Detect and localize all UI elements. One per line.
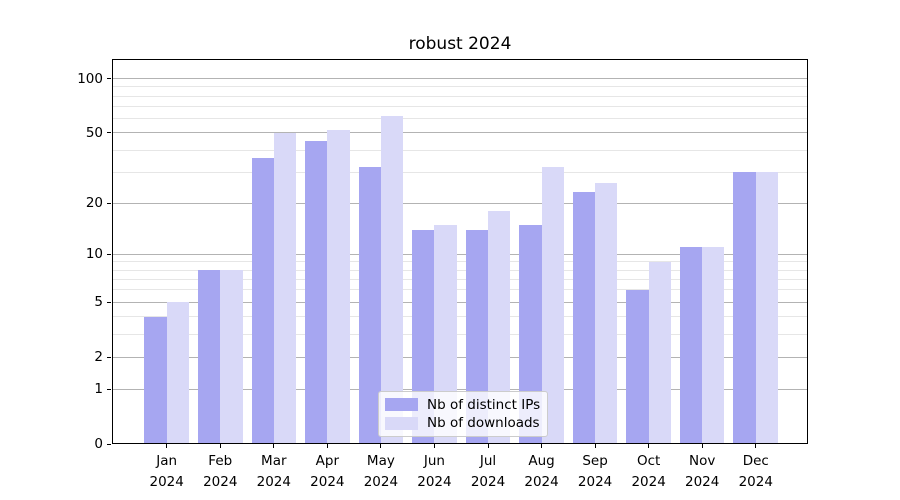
y-tick-mark [107, 132, 111, 134]
gridline-major [113, 356, 807, 358]
gridline-major [113, 388, 807, 390]
x-tick-label: Apr 2024 [310, 453, 345, 490]
bar-downloads-dec [755, 172, 779, 444]
x-tick-label: Dec 2024 [738, 453, 773, 490]
bar-downloads-jan [166, 302, 189, 444]
bar-downloads-jul [488, 210, 511, 444]
x-tick-label: May 2024 [363, 453, 399, 490]
x-tick-label: Jan 2024 [149, 453, 184, 490]
x-tick-mark [273, 444, 275, 448]
x-tick-mark [326, 444, 328, 448]
bar-downloads-aug [541, 167, 564, 444]
y-tick-label: 20 [85, 195, 103, 211]
bar-distinct-ips-may [358, 167, 381, 444]
x-tick-mark [755, 444, 757, 448]
bar-downloads-may [380, 116, 404, 444]
gridline-minor [113, 269, 807, 271]
gridline-minor [113, 118, 807, 120]
y-tick-mark [107, 356, 111, 358]
gridline-minor [113, 149, 807, 151]
bar-downloads-sep [595, 183, 618, 444]
legend-swatch-distinct-ips [385, 398, 418, 412]
legend-label-downloads: Nb of downloads [427, 415, 540, 432]
x-tick-mark [541, 444, 543, 448]
legend: Nb of distinct IPs Nb of downloads [378, 391, 548, 437]
bar-distinct-ips-aug [519, 224, 542, 444]
bar-distinct-ips-mar [251, 158, 274, 444]
x-tick-mark [433, 444, 435, 448]
y-tick-label: 0 [94, 436, 103, 452]
gridline-major [113, 202, 807, 204]
bar-downloads-mar [273, 132, 297, 444]
gridline-minor [113, 86, 807, 88]
gridline-major [113, 132, 807, 134]
legend-label-distinct-ips: Nb of distinct IPs [427, 396, 541, 413]
bar-distinct-ips-jul [465, 229, 488, 444]
gridline-minor [113, 278, 807, 280]
gridline-major [113, 301, 807, 303]
legend-entry-downloads: Nb of downloads [385, 415, 540, 432]
y-tick-mark [107, 443, 111, 445]
x-tick-label: Feb 2024 [203, 453, 238, 490]
bar-downloads-jun [434, 224, 457, 444]
bar-distinct-ips-sep [572, 192, 596, 444]
y-tick-mark [107, 388, 111, 390]
bar-distinct-ips-jan [144, 316, 167, 444]
y-tick-label: 50 [85, 124, 103, 141]
bar-distinct-ips-oct [626, 289, 649, 444]
x-tick-label: Mar 2024 [256, 453, 291, 490]
x-tick-mark [166, 444, 168, 448]
x-tick-label: Nov 2024 [685, 453, 720, 490]
x-tick-label: Jun 2024 [417, 453, 452, 490]
x-tick-mark [487, 444, 489, 448]
legend-swatch-downloads [385, 416, 418, 430]
gridline-minor [113, 333, 807, 335]
bar-downloads-oct [648, 261, 671, 444]
y-tick-label: 2 [94, 349, 103, 366]
x-tick-mark [594, 444, 596, 448]
y-tick-mark [107, 202, 111, 204]
x-tick-mark [648, 444, 650, 448]
gridline-minor [113, 289, 807, 291]
bar-downloads-apr [327, 129, 350, 444]
bar-distinct-ips-apr [305, 140, 328, 444]
x-tick-label: Oct 2024 [631, 453, 666, 490]
y-tick-label: 1 [94, 381, 103, 398]
x-tick-mark [219, 444, 221, 448]
x-tick-mark [380, 444, 382, 448]
x-tick-mark [701, 444, 703, 448]
bar-downloads-feb [220, 270, 243, 444]
bar-distinct-ips-dec [733, 172, 756, 444]
gridline-major [113, 253, 807, 255]
bar-distinct-ips-jun [412, 229, 435, 444]
gridline-minor [113, 95, 807, 97]
legend-entry-distinct-ips: Nb of distinct IPs [385, 396, 541, 413]
gridline-minor [113, 316, 807, 318]
x-tick-label: Jul 2024 [470, 453, 506, 490]
y-tick-mark [107, 253, 111, 255]
bar-distinct-ips-nov [679, 247, 703, 444]
bar-distinct-ips-feb [197, 270, 221, 444]
y-tick-mark [107, 301, 111, 303]
y-tick-label: 10 [85, 246, 103, 263]
gridline-major [113, 78, 807, 80]
y-tick-label: 100 [77, 70, 103, 87]
x-tick-label: Sep 2024 [577, 453, 613, 490]
y-tick-mark [107, 78, 111, 80]
x-tick-label: Aug 2024 [524, 453, 559, 490]
gridline-minor [113, 171, 807, 173]
bar-downloads-nov [702, 247, 725, 444]
chart-title: robust 2024 [408, 34, 512, 54]
gridline-minor [113, 106, 807, 108]
y-tick-label: 5 [94, 294, 103, 311]
gridline-minor [113, 261, 807, 263]
